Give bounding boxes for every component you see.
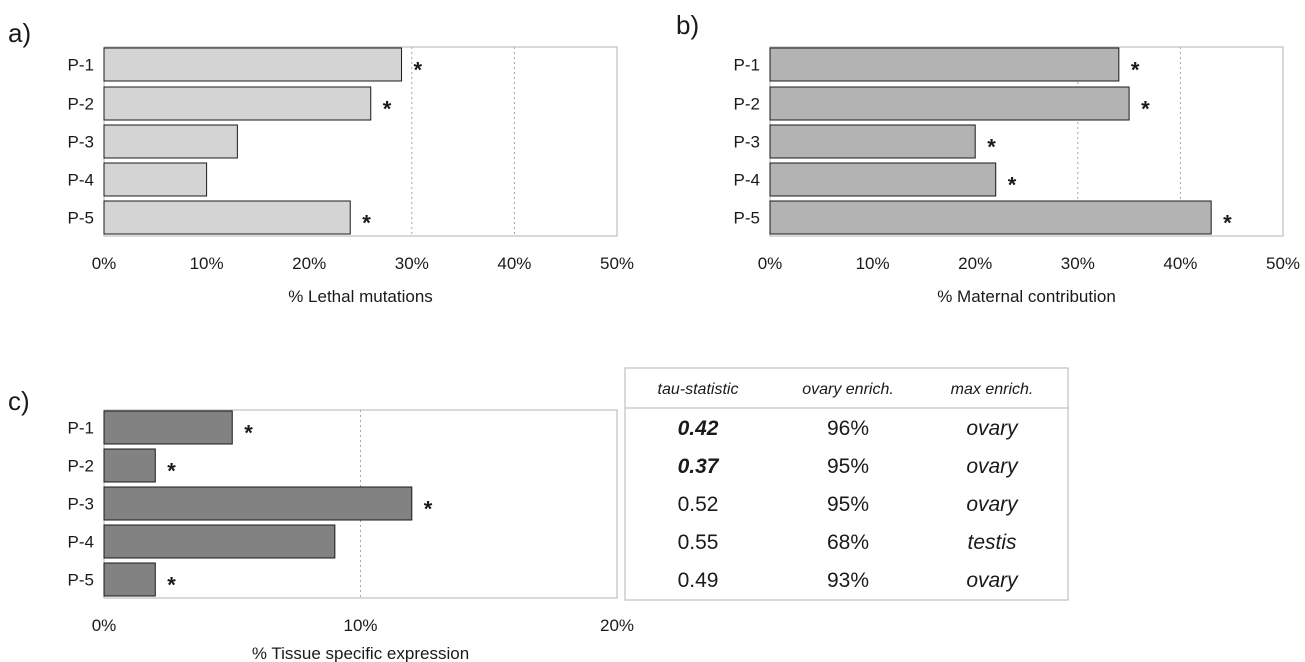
significance-star: * [424, 497, 433, 522]
significance-star: * [987, 135, 996, 160]
table-cell-ovary-enrich: 95% [827, 493, 869, 516]
x-tick-label: 0% [92, 254, 117, 273]
bar-p-5 [103, 200, 351, 235]
table-cell-max-enrich: ovary [966, 569, 1019, 592]
category-label: P-4 [68, 533, 94, 552]
category-label: P-3 [68, 133, 94, 152]
bar-p-5 [103, 562, 156, 597]
table-cell-tau: 0.49 [678, 569, 719, 592]
category-label: P-4 [734, 171, 760, 190]
bar-p-3 [103, 486, 413, 521]
category-label: P-5 [68, 571, 94, 590]
category-label: P-1 [68, 56, 94, 75]
x-tick-label: 30% [1061, 254, 1095, 273]
category-label: P-5 [734, 209, 760, 228]
category-label: P-3 [68, 495, 94, 514]
category-label: P-3 [734, 133, 760, 152]
x-tick-label: 0% [758, 254, 783, 273]
panel-c-tissue-specific-expression: c) P-1 * P-2 * P-3 * P-4 P-5 * 0% 10% 20% % Tissue sp… [8, 386, 634, 662]
bar-p-4 [103, 524, 336, 559]
significance-star: * [362, 211, 371, 236]
significance-star: * [383, 97, 392, 122]
x-tick-label: 40% [497, 254, 531, 273]
table-cell-tau: 0.52 [678, 493, 719, 516]
panel-b-maternal-contribution: b) P-1 * P-2 * P-3 * P-4 * P-5 * 0% 10% 20% 30% 40% 50%%… [676, 10, 1300, 306]
category-label: P-1 [68, 419, 94, 438]
significance-star: * [167, 459, 176, 484]
x-tick-label: 10% [856, 254, 890, 273]
x-axis-label: % Tissue specific expression [252, 644, 469, 662]
x-tick-label: 30% [395, 254, 429, 273]
category-label: P-2 [68, 95, 94, 114]
table-cell-ovary-enrich: 93% [827, 569, 869, 592]
bar-p-5 [769, 200, 1212, 235]
table-column-header: max enrich. [951, 381, 1034, 398]
x-tick-label: 20% [958, 254, 992, 273]
x-tick-label: 20% [600, 616, 634, 635]
x-tick-label: 50% [1266, 254, 1300, 273]
panel-label: c) [8, 386, 30, 416]
bar-p-4 [103, 162, 208, 197]
significance-star: * [1223, 211, 1232, 236]
significance-star: * [414, 58, 423, 83]
tau-statistic-table: tau-statistic ovary enrich. max enrich. 0.4… [624, 367, 1069, 601]
category-label: P-2 [68, 457, 94, 476]
significance-star: * [167, 573, 176, 598]
x-axis-label: % Lethal mutations [288, 287, 433, 306]
bar-p-2 [769, 86, 1130, 121]
table-cell-max-enrich: ovary [966, 455, 1019, 478]
x-tick-label: 20% [292, 254, 326, 273]
table-cell-max-enrich: ovary [966, 493, 1019, 516]
panel-label: b) [676, 10, 699, 40]
category-label: P-1 [734, 56, 760, 75]
x-tick-label: 10% [343, 616, 377, 635]
table-cell-tau: 0.37 [678, 455, 720, 478]
category-label: P-5 [68, 209, 94, 228]
table-cell-max-enrich: testis [967, 531, 1017, 554]
table-cell-tau: 0.42 [678, 417, 719, 440]
x-tick-label: 40% [1163, 254, 1197, 273]
bar-p-1 [103, 410, 233, 445]
bar-p-1 [103, 47, 403, 82]
x-tick-label: 50% [600, 254, 634, 273]
significance-star: * [244, 421, 253, 446]
table-frame [624, 367, 1069, 601]
category-label: P-2 [734, 95, 760, 114]
x-tick-label: 10% [190, 254, 224, 273]
category-label: P-4 [68, 171, 94, 190]
bar-p-3 [103, 124, 238, 159]
bar-p-1 [769, 47, 1120, 82]
bar-p-2 [103, 448, 156, 483]
table-cell-ovary-enrich: 96% [827, 417, 869, 440]
table-column-header: tau-statistic [658, 381, 739, 398]
table-cell-ovary-enrich: 95% [827, 455, 869, 478]
table-cell-ovary-enrich: 68% [827, 531, 869, 554]
panel-label: a) [8, 18, 31, 48]
x-tick-label: 0% [92, 616, 117, 635]
bar-p-4 [769, 162, 997, 197]
table-cell-max-enrich: ovary [966, 417, 1019, 440]
table-cell-tau: 0.55 [678, 531, 719, 554]
significance-star: * [1131, 58, 1140, 83]
significance-star: * [1141, 97, 1150, 122]
panel-a-lethal-mutations: a) P-1 * P-2 * P-3 P-4 P-5 * 0% 10% 20% 30% 40% 50% % L… [8, 18, 634, 306]
significance-star: * [1008, 173, 1017, 198]
bar-p-2 [103, 86, 372, 121]
bar-p-3 [769, 124, 976, 159]
x-axis-label: % Maternal contribution [937, 287, 1116, 306]
table-column-header: ovary enrich. [802, 381, 894, 398]
